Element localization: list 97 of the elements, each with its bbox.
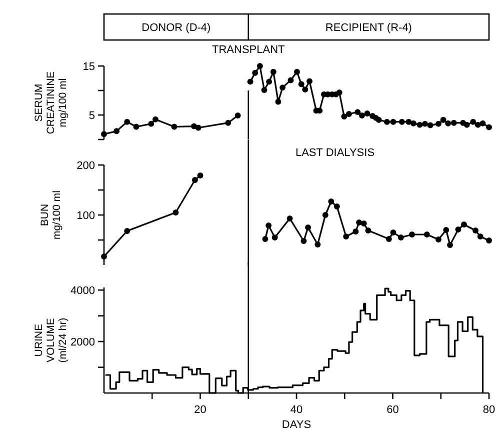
x-tick-label: 80 (482, 404, 496, 416)
point (124, 228, 130, 234)
point (464, 122, 470, 128)
point (346, 111, 352, 117)
point (114, 128, 120, 134)
point (365, 228, 372, 234)
point (133, 124, 140, 130)
point (152, 116, 158, 122)
point (398, 234, 404, 240)
y-tick-label: 100 (76, 210, 95, 222)
x-tick-label: 40 (290, 404, 303, 416)
point (406, 118, 412, 125)
point (435, 236, 442, 242)
point (256, 63, 263, 69)
y-tick-label: 5 (88, 110, 95, 122)
point (447, 242, 454, 248)
point (435, 120, 442, 127)
point (360, 220, 367, 226)
point (262, 236, 268, 242)
text: DONOR (D-4) (142, 22, 211, 34)
y-tick-label: 4000 (70, 284, 95, 297)
point (266, 78, 272, 85)
x-tick-label: 20 (194, 404, 206, 416)
y-tick-label: 2000 (70, 336, 95, 348)
x-tick-label: 60 (386, 404, 399, 416)
point (409, 232, 415, 238)
point (422, 120, 428, 127)
y-tick-label: 200 (76, 160, 95, 172)
point (398, 118, 405, 125)
point (148, 120, 154, 127)
point (470, 118, 476, 125)
point (427, 122, 434, 128)
point (305, 224, 312, 230)
point (328, 198, 334, 204)
point (195, 124, 202, 131)
point (352, 228, 359, 234)
point (343, 234, 350, 240)
point (172, 210, 179, 216)
y-axis-title: URINE VOLUME (ml/24 hr) (33, 318, 69, 363)
y-axis-title: BUN mg/100 ml (39, 190, 63, 240)
point (225, 120, 232, 126)
point (445, 120, 452, 126)
point (272, 234, 278, 240)
point (197, 172, 204, 178)
point (306, 78, 312, 84)
point (252, 70, 258, 76)
ref-line-label: TRANSPLANT (212, 44, 286, 56)
point (384, 118, 390, 125)
point (443, 227, 450, 233)
point (364, 110, 370, 117)
point (472, 228, 479, 234)
point (124, 118, 130, 125)
point (354, 109, 361, 116)
point (390, 230, 396, 236)
point (300, 238, 307, 244)
y-tick-label: 15 (82, 60, 95, 73)
point (294, 68, 300, 75)
point (390, 118, 396, 125)
point (450, 120, 457, 126)
point (280, 84, 286, 91)
point (376, 116, 382, 123)
point (477, 234, 484, 240)
point (192, 177, 198, 183)
point (234, 112, 241, 118)
point (286, 216, 293, 222)
point (302, 86, 308, 92)
point (101, 254, 107, 260)
point (334, 204, 340, 210)
point (266, 222, 272, 228)
point (410, 120, 416, 126)
point (336, 89, 342, 96)
point (101, 131, 107, 138)
point (416, 122, 423, 128)
point (247, 78, 254, 85)
point (358, 112, 365, 118)
point (322, 212, 328, 218)
point (171, 124, 178, 130)
point (460, 222, 467, 228)
point (455, 226, 462, 232)
x-axis-title: DAYS (282, 419, 312, 431)
point (424, 232, 430, 238)
point (314, 242, 321, 248)
point (356, 220, 362, 226)
text: RECIPIENT (R-4) (325, 22, 412, 34)
point (486, 124, 492, 130)
point (386, 236, 392, 242)
point (486, 238, 492, 244)
point (275, 98, 282, 105)
point (298, 81, 304, 88)
point (288, 77, 294, 84)
point (341, 113, 348, 120)
point (270, 68, 276, 75)
point (440, 116, 446, 123)
point (261, 87, 268, 93)
point (480, 120, 486, 126)
y-axis-title: SERUM CREATININE mg/100 ml (33, 71, 69, 134)
text: LAST DIALYSIS (295, 146, 375, 159)
